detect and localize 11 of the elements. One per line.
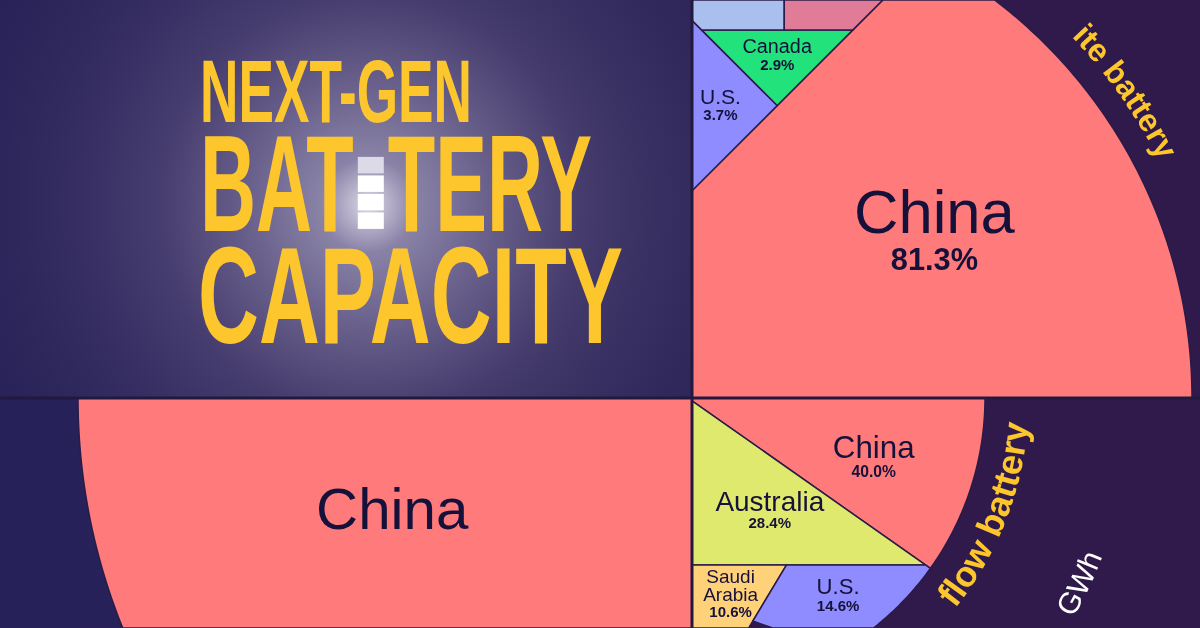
category-label: U.S. (699, 85, 741, 109)
data-label: 2.9% (760, 55, 795, 73)
category-label: Canada (742, 35, 813, 58)
data-label: 28.4% (748, 514, 792, 532)
data-label: 3.7% (703, 106, 738, 124)
category-label: China (832, 430, 916, 465)
category-label: China (316, 476, 469, 542)
data-label: 40.0% (851, 462, 897, 480)
data-label: 10.6% (709, 602, 752, 620)
category-label: Australia (715, 485, 825, 517)
category-label: Saudi Arabia (703, 565, 759, 605)
